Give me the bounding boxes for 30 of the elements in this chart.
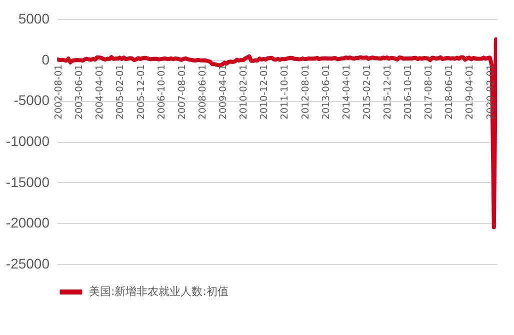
x-tick-label: 2018-06-01 xyxy=(444,64,456,120)
x-tick-label: 2010-02-01 xyxy=(238,64,250,120)
x-tick-label: 2017-08-01 xyxy=(424,64,435,120)
x-tick-label: 2007-08-01 xyxy=(176,64,188,120)
x-tick-label: 2006-10-01 xyxy=(156,64,168,120)
x-tick-label: 2012-08-01 xyxy=(300,64,312,120)
x-tick-label: 2003-06-01 xyxy=(74,64,86,120)
x-tick-label: 2013-06-01 xyxy=(320,64,332,120)
x-tick-label: 2004-04-01 xyxy=(94,64,106,120)
y-tick-label: -20000 xyxy=(6,214,50,231)
y-tick-label: -15000 xyxy=(6,174,50,190)
x-tick-label: 2015-02-01 xyxy=(362,64,373,120)
y-tick-label: 5000 xyxy=(18,10,50,26)
x-tick-label: 2011-10-01 xyxy=(280,64,291,120)
y-tick-label: -25000 xyxy=(6,256,50,272)
x-tick-label: 2016-10-01 xyxy=(403,64,414,120)
x-tick-label: 2020-02-01 xyxy=(485,64,496,120)
x-tick-label: 2008-06-01 xyxy=(197,64,208,120)
x-tick-label: 2005-02-01 xyxy=(115,64,126,120)
legend-label: 美国:新增非农就业人数:初值 xyxy=(89,285,228,298)
x-tick-label: 2019-04-01 xyxy=(464,64,476,120)
x-tick-label: 2015-12-01 xyxy=(382,64,394,120)
x-tick-label: 2009-04-01 xyxy=(218,64,230,120)
x-tick-label: 2005-12-01 xyxy=(136,64,147,120)
y-tick-label: -5000 xyxy=(14,92,50,108)
x-tick-label: 2002-08-01 xyxy=(54,64,65,120)
x-tick-label: 2010-12-01 xyxy=(259,64,270,120)
y-tick-label: -10000 xyxy=(6,133,50,149)
x-tick-label: 2014-04-01 xyxy=(341,64,352,120)
y-tick-label: 0 xyxy=(42,51,50,68)
